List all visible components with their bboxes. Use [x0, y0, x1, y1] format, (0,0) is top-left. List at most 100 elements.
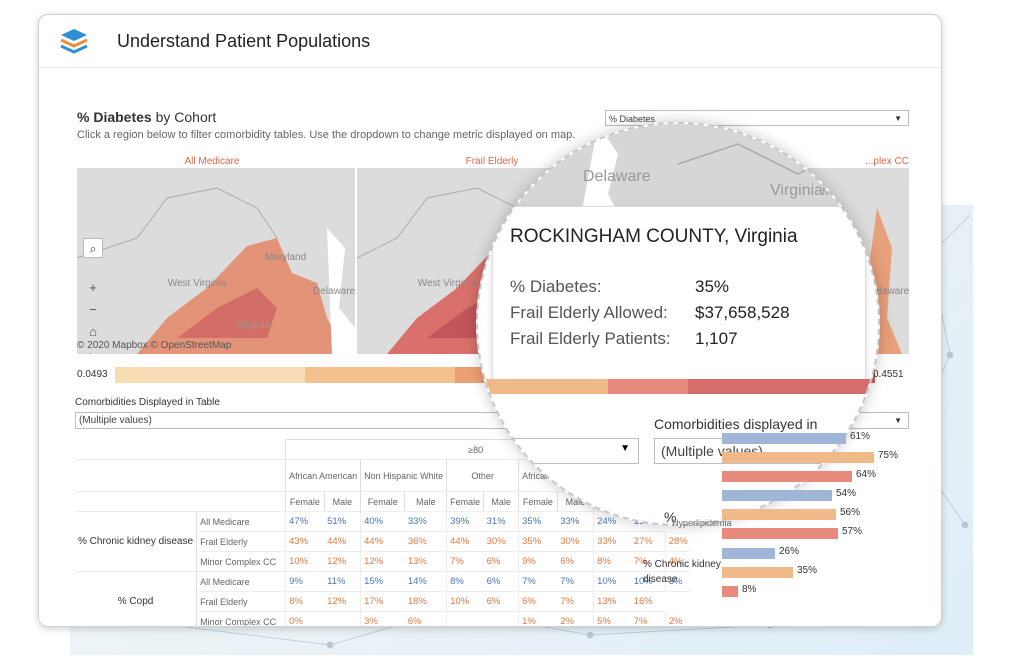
- table-cell: 33%: [557, 511, 594, 532]
- zoom-out-icon[interactable]: −: [89, 302, 97, 317]
- county-tooltip: ROCKINGHAM COUNTY, Virginia % Diabetes: …: [492, 206, 866, 386]
- home-icon[interactable]: ⌂: [89, 324, 97, 339]
- comorbidity-bar[interactable]: [722, 586, 738, 597]
- table-cell: 33%: [593, 531, 631, 552]
- bar-value-label: 35%: [797, 565, 818, 576]
- comorbidity-bar[interactable]: [722, 528, 838, 539]
- table-cell: 3%: [360, 611, 405, 626]
- cohort-label: All Medicare: [196, 511, 286, 532]
- comorbidity-bar[interactable]: [722, 548, 775, 559]
- table-cell: 12%: [324, 591, 361, 612]
- tooltip-value: $37,658,528: [695, 303, 790, 322]
- table-cell: 6%: [557, 551, 594, 572]
- table-row[interactable]: % Copd All Medicare 9% 11% 15% 14% 8% 6% 7% 7% 10%…: [75, 571, 691, 626]
- table-cell: 2%: [557, 611, 594, 626]
- table-cell: 35%: [518, 511, 558, 532]
- stacked-layers-icon: [60, 29, 88, 54]
- table-cell: 47%: [285, 511, 325, 532]
- table-row[interactable]: Minor Complex CC 0% 3% 6% 1% 2% 5% 7% 2%: [75, 611, 691, 626]
- table-cell: 8%: [285, 591, 325, 612]
- chevron-down-icon: ▼: [894, 114, 902, 123]
- map-label-virginia: Virginia: [237, 320, 271, 331]
- table-row[interactable]: Frail Elderly 8% 12% 17% 18% 10% 6% 6% 7% 13% 16%: [75, 591, 691, 612]
- table-cell: 31%: [483, 511, 519, 532]
- row-group-label: % Chronic kidney disease: [75, 511, 198, 572]
- comorbidity-bar[interactable]: [722, 567, 793, 578]
- table-cell: 10%: [630, 571, 666, 592]
- table-cell: 28%: [664, 531, 691, 552]
- table-cell: 11%: [324, 571, 361, 592]
- table-cell: 33%: [404, 511, 447, 532]
- right-label-hyperlipidemia: Hyperlipidemia: [672, 518, 732, 528]
- magnifier-lens: Delaware Virginia Maryland ROCKINGHAM CO…: [476, 122, 880, 526]
- chevron-down-icon: ▼: [894, 416, 902, 425]
- table-cell: 3%: [664, 571, 691, 592]
- lens-legend-segment: [608, 379, 688, 394]
- table-cell: 7%: [557, 571, 594, 592]
- comorbidity-bar[interactable]: [722, 509, 836, 520]
- tooltip-label: Frail Elderly Patients:: [510, 329, 671, 348]
- table-cell: 12%: [324, 551, 361, 572]
- table-cell: 9%: [285, 571, 325, 592]
- cohort-label: Frail Elderly: [196, 531, 286, 552]
- map-header-all-medicare: All Medicare: [184, 156, 240, 167]
- map-all-medicare[interactable]: Maryland West Virginia Virginia Delaware…: [77, 168, 355, 354]
- table-cell: 27%: [630, 531, 666, 552]
- bar-value-label: 56%: [840, 507, 861, 518]
- window-title: Understand Patient Populations: [117, 31, 371, 51]
- table-cell: 9%: [518, 551, 558, 572]
- table-cell: 12%: [360, 551, 405, 572]
- bar-value-label: 57%: [842, 526, 863, 537]
- table-cell: 17%: [360, 591, 405, 612]
- table-cell: 40%: [360, 511, 405, 532]
- comorbidities-label: Comorbidities Displayed in Table: [75, 397, 220, 408]
- table-cell: 36%: [404, 531, 447, 552]
- table-cell: 4%: [664, 551, 691, 572]
- gender-header: Female: [518, 491, 558, 512]
- comorbidity-bar[interactable]: [722, 452, 874, 463]
- table-cell: 7%: [446, 551, 484, 572]
- table-row[interactable]: Minor Complex CC 10% 12% 12% 13% 7% 6% 9% 6% 8% 7%…: [75, 551, 691, 572]
- lens-dropdown-small[interactable]: ▼: [514, 438, 639, 464]
- map-label-delaware-3: Delaware: [867, 286, 909, 297]
- table-cell: 0%: [285, 611, 325, 626]
- metric-title: % Diabetes by Cohort: [77, 109, 216, 125]
- bar-value-label: 26%: [779, 546, 800, 557]
- comorbidities-dropdown-value: (Multiple values): [79, 415, 152, 426]
- gender-header: Female: [360, 491, 405, 512]
- comorbidity-bar[interactable]: [722, 490, 832, 501]
- title-bar: Understand Patient Populations: [39, 15, 941, 68]
- table-cell: 35%: [518, 531, 558, 552]
- table-cell: 13%: [404, 551, 447, 572]
- lens-color-legend: [478, 379, 878, 394]
- subgroup-header: Non Hispanic White: [360, 459, 447, 492]
- table-cell: 7%: [630, 611, 666, 626]
- virginia-map-shape: [77, 187, 355, 354]
- map-search-button[interactable]: ⌕: [83, 238, 103, 258]
- map-label-west-virginia-2: West Virginia: [417, 278, 477, 289]
- gender-header: Male: [483, 491, 519, 512]
- lens-percent-label: %: [664, 509, 677, 525]
- table-cell: 39%: [446, 511, 484, 532]
- comorbidity-bar[interactable]: [722, 433, 846, 444]
- map-label-maryland: Maryland: [265, 252, 307, 263]
- table-cell: 15%: [360, 571, 405, 592]
- legend-max-value: 0.4551: [873, 369, 904, 380]
- table-row[interactable]: % Chronic kidney disease All Medicare 47% 5…: [75, 511, 691, 572]
- table-cell: 7%: [630, 551, 666, 572]
- table-cell: 30%: [557, 531, 594, 552]
- table-cell: 7%: [557, 591, 594, 612]
- zoom-in-icon[interactable]: +: [89, 280, 97, 295]
- map-label-west-virginia: West Virginia: [167, 278, 227, 289]
- lens-legend-segment: [478, 379, 608, 394]
- table-cell: 51%: [324, 511, 361, 532]
- bar-value-label: 75%: [878, 450, 899, 461]
- table-cell: [483, 611, 519, 626]
- table-row[interactable]: Frail Elderly 43% 44% 44% 36% 44% 30% 35% 30% 33%…: [75, 531, 691, 552]
- legend-segment: [305, 367, 455, 383]
- cohort-label: Minor Complex CC: [196, 551, 286, 572]
- table-cell: [446, 611, 484, 626]
- comorbidity-bar[interactable]: [722, 471, 852, 482]
- play-icon[interactable]: ▶: [83, 346, 103, 354]
- table-cell: 44%: [360, 531, 405, 552]
